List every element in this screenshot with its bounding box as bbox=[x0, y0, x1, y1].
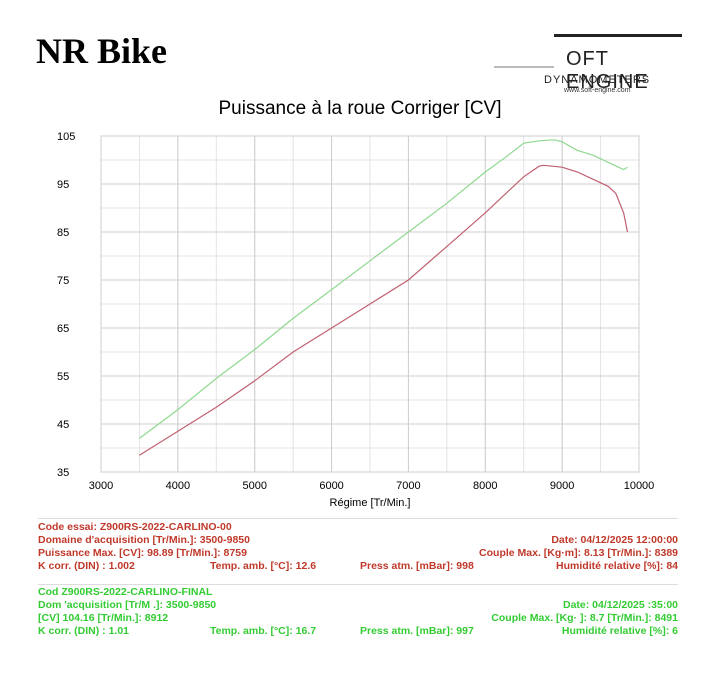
test2-info: Cod Z900RS-2022-CARLINO-FINAL Dom 'acqui… bbox=[38, 586, 678, 638]
test1-temp: Temp. amb. [°C]: 12.6 bbox=[210, 560, 317, 572]
soft-engine-logo: OFT ENGINE DYNAMOMETERS www.soft-engine.… bbox=[494, 34, 684, 96]
y-tick-label: 45 bbox=[57, 419, 69, 431]
test2-kcorr: K corr. (DIN) : 1.01 bbox=[38, 625, 130, 637]
test1-info: Code essai: Z900RS-2022-CARLINO-00 Domai… bbox=[38, 521, 678, 573]
x-tick-label: 4000 bbox=[166, 480, 190, 492]
x-axis-label: Régime [Tr/Min.] bbox=[329, 497, 411, 509]
test1-code: Code essai: Z900RS-2022-CARLINO-00 bbox=[38, 521, 232, 533]
x-tick-label: 8000 bbox=[473, 480, 497, 492]
test2-humid: Humidité relative [%]: 6 bbox=[561, 625, 678, 637]
test1-puissance: Puissance Max. [CV]: 98.89 [Tr/Min.]: 87… bbox=[38, 547, 247, 559]
test2-puissance: [CV] 104.16 [Tr/Min.]: 8912 bbox=[38, 612, 169, 624]
x-tick-label: 3000 bbox=[89, 480, 113, 492]
power-chart: 3000 4000 5000 6000 7000 8000 9000 10000 35 45 55 6… bbox=[57, 131, 655, 492]
x-tick-label: 6000 bbox=[319, 480, 343, 492]
logo-line3: www.soft-engine.com bbox=[564, 87, 631, 94]
x-tick-label: 9000 bbox=[550, 480, 574, 492]
y-tick-label: 35 bbox=[57, 467, 69, 479]
divider bbox=[38, 518, 678, 519]
series-line-2 bbox=[139, 164, 629, 456]
y-tick-label: 75 bbox=[57, 275, 69, 287]
x-tick-label: 10000 bbox=[624, 480, 655, 492]
logo-bar bbox=[554, 34, 682, 37]
logo-line2: DYNAMOMETERS bbox=[544, 74, 651, 86]
test1-press: Press atm. [mBar]: 998 bbox=[360, 560, 474, 572]
test2-date: Date: 04/12/2025 :35:00 bbox=[563, 599, 678, 611]
y-tick-label: 105 bbox=[57, 131, 75, 143]
chart-title: Puissance à la roue Corriger [CV] bbox=[218, 98, 502, 119]
test1-couple: Couple Max. [Kg·m]: 8.13 [Tr/Min.]: 8389 bbox=[479, 547, 678, 559]
test2-press: Press atm. [mBar]: 997 bbox=[360, 625, 474, 637]
y-tick-label: 55 bbox=[57, 371, 69, 383]
logo-bar-secondary bbox=[494, 66, 554, 68]
test2-code: Cod Z900RS-2022-CARLINO-FINAL bbox=[38, 586, 213, 598]
test1-date: Date: 04/12/2025 12:00:00 bbox=[551, 534, 678, 546]
test1-domaine: Domaine d'acquisition [Tr/Min.]: 3500-98… bbox=[38, 534, 250, 546]
test1-kcorr: K corr. (DIN) : 1.002 bbox=[38, 560, 135, 572]
test2-temp: Temp. amb. [°C]: 16.7 bbox=[210, 625, 317, 637]
x-tick-label: 7000 bbox=[396, 480, 420, 492]
test1-humid: Humidité relative [%]: 84 bbox=[556, 560, 678, 572]
y-tick-label: 65 bbox=[57, 323, 69, 335]
y-tick-label: 85 bbox=[57, 227, 69, 239]
test2-couple: Couple Max. [Kg· ]: 8.7 [Tr/Min.]: 8491 bbox=[491, 612, 678, 624]
divider bbox=[38, 584, 678, 585]
logo-line1: OFT ENGINE bbox=[566, 48, 649, 93]
y-tick-label: 95 bbox=[57, 179, 69, 191]
series-line-1 bbox=[139, 139, 628, 439]
test2-domaine: Dom 'acquisition [Tr/M .]: 3500-9850 bbox=[38, 599, 217, 611]
brand-title: NR Bike bbox=[36, 31, 168, 71]
x-tick-label: 5000 bbox=[242, 480, 266, 492]
